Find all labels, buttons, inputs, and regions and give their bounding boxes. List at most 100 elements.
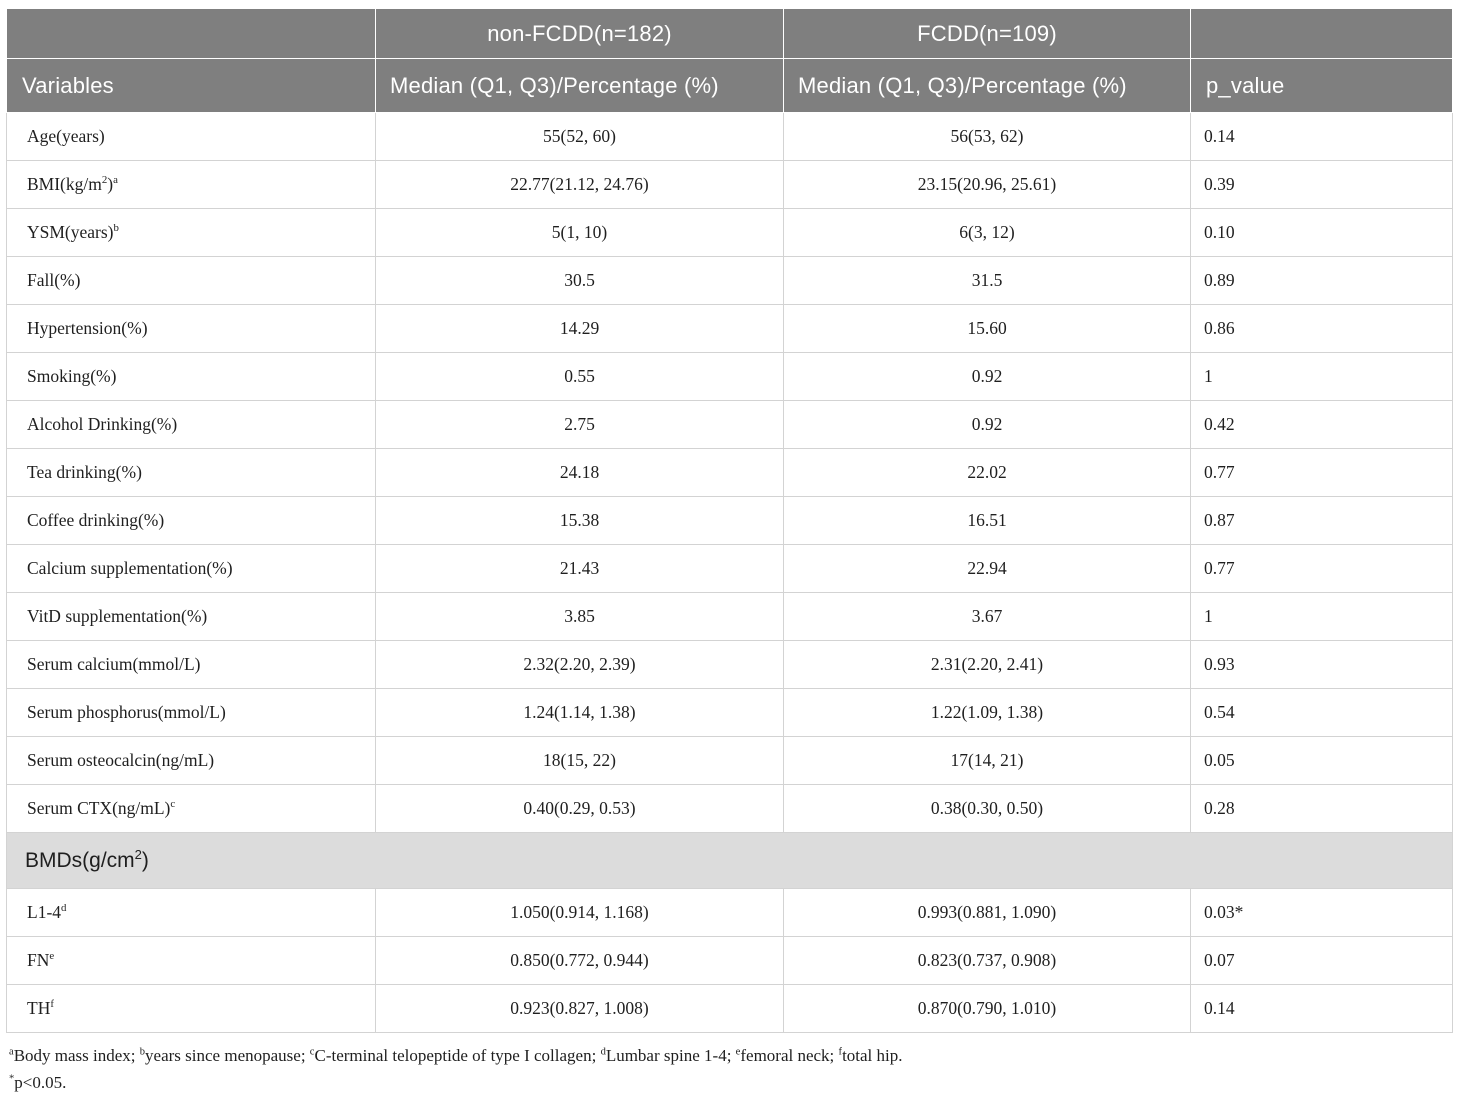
non-fcdd-value: 14.29 [375,304,784,353]
p-value: 0.28 [1190,784,1453,833]
table-row: Calcium supplementation(%) 21.43 22.94 0.77 [6,544,1453,593]
p-value: 1 [1190,352,1453,401]
fcdd-value: 15.60 [783,304,1191,353]
table-row: Serum calcium(mmol/L) 2.32(2.20, 2.39) 2.3… [6,640,1453,689]
non-fcdd-value: 0.40(0.29, 0.53) [375,784,784,833]
non-fcdd-value: 0.55 [375,352,784,401]
table-row: Fall(%) 30.5 31.5 0.89 [6,256,1453,305]
row-label: Coffee drinking(%) [6,496,376,545]
section-row: BMDs(g/cm2) [6,832,1453,889]
non-fcdd-value: 15.38 [375,496,784,545]
non-fcdd-value: 3.85 [375,592,784,641]
table-row: Age(years) 55(52, 60) 56(53, 62) 0.14 [6,112,1453,161]
column-header-row: Variables Median (Q1, Q3)/Percentage (%)… [6,58,1453,113]
p-value: 0.86 [1190,304,1453,353]
p-value: 0.42 [1190,400,1453,449]
non-fcdd-value: 5(1, 10) [375,208,784,257]
table-row: Serum CTX(ng/mL)c 0.40(0.29, 0.53) 0.38(0.… [6,784,1453,833]
row-label: VitD supplementation(%) [6,592,376,641]
table-row: Alcohol Drinking(%) 2.75 0.92 0.42 [6,400,1453,449]
group-header-empty-left [6,8,376,59]
non-fcdd-value: 1.24(1.14, 1.38) [375,688,784,737]
fcdd-value: 22.94 [783,544,1191,593]
table-row: THf 0.923(0.827, 1.008) 0.870(0.790, 1.010… [6,984,1453,1033]
row-label: YSM(years)b [6,208,376,257]
column-header-p-value: p_value [1190,58,1453,113]
table-row: VitD supplementation(%) 3.85 3.67 1 [6,592,1453,641]
row-label: L1-4d [6,888,376,937]
table-row: L1-4d 1.050(0.914, 1.168) 0.993(0.881, 1.0… [6,888,1453,937]
non-fcdd-value: 2.75 [375,400,784,449]
fcdd-value: 3.67 [783,592,1191,641]
fcdd-value: 17(14, 21) [783,736,1191,785]
p-value: 0.77 [1190,448,1453,497]
p-value: 0.54 [1190,688,1453,737]
non-fcdd-value: 22.77(21.12, 24.76) [375,160,784,209]
table-row: FNe 0.850(0.772, 0.944) 0.823(0.737, 0.908… [6,936,1453,985]
section-label: BMDs(g/cm2) [6,832,1453,889]
column-header-fcdd-measure: Median (Q1, Q3)/Percentage (%) [783,58,1191,113]
non-fcdd-value: 1.050(0.914, 1.168) [375,888,784,937]
fcdd-value: 22.02 [783,448,1191,497]
non-fcdd-value: 21.43 [375,544,784,593]
row-label: FNe [6,936,376,985]
footnotes: aBody mass index; byears since menopause… [6,1033,1454,1093]
table-row: Coffee drinking(%) 15.38 16.51 0.87 [6,496,1453,545]
footnote-significance: *p<0.05. [9,1073,67,1092]
non-fcdd-value: 2.32(2.20, 2.39) [375,640,784,689]
fcdd-value: 16.51 [783,496,1191,545]
group-header-non-fcdd: non-FCDD(n=182) [375,8,784,59]
non-fcdd-value: 24.18 [375,448,784,497]
table-body: Age(years) 55(52, 60) 56(53, 62) 0.14 BMI(kg… [6,112,1453,1033]
fcdd-value: 2.31(2.20, 2.41) [783,640,1191,689]
p-value: 0.14 [1190,984,1453,1033]
row-label: Serum calcium(mmol/L) [6,640,376,689]
row-label: Serum osteocalcin(ng/mL) [6,736,376,785]
row-label: THf [6,984,376,1033]
fcdd-value: 0.92 [783,352,1191,401]
fcdd-value: 6(3, 12) [783,208,1191,257]
row-label: Alcohol Drinking(%) [6,400,376,449]
row-label: Serum CTX(ng/mL)c [6,784,376,833]
row-label: Fall(%) [6,256,376,305]
table-row: Hypertension(%) 14.29 15.60 0.86 [6,304,1453,353]
baseline-characteristics-table: non-FCDD(n=182) FCDD(n=109) Variables Me… [6,8,1453,1033]
fcdd-value: 0.870(0.790, 1.010) [783,984,1191,1033]
column-header-variables: Variables [6,58,376,113]
table-row: Smoking(%) 0.55 0.92 1 [6,352,1453,401]
table-row: BMI(kg/m2)a 22.77(21.12, 24.76) 23.15(20.9… [6,160,1453,209]
row-label: Calcium supplementation(%) [6,544,376,593]
group-header-empty-right [1190,8,1453,59]
table-header: non-FCDD(n=182) FCDD(n=109) Variables Me… [6,8,1453,113]
non-fcdd-value: 0.850(0.772, 0.944) [375,936,784,985]
column-header-non-fcdd-measure: Median (Q1, Q3)/Percentage (%) [375,58,784,113]
p-value: 1 [1190,592,1453,641]
fcdd-value: 0.993(0.881, 1.090) [783,888,1191,937]
group-header-fcdd: FCDD(n=109) [783,8,1191,59]
group-header-row: non-FCDD(n=182) FCDD(n=109) [6,8,1453,59]
row-label: Hypertension(%) [6,304,376,353]
non-fcdd-value: 18(15, 22) [375,736,784,785]
footnote-abbreviations: aBody mass index; byears since menopause… [9,1046,903,1065]
p-value: 0.14 [1190,112,1453,161]
table-row: Tea drinking(%) 24.18 22.02 0.77 [6,448,1453,497]
fcdd-value: 0.92 [783,400,1191,449]
p-value: 0.93 [1190,640,1453,689]
p-value: 0.87 [1190,496,1453,545]
non-fcdd-value: 30.5 [375,256,784,305]
p-value: 0.89 [1190,256,1453,305]
p-value: 0.39 [1190,160,1453,209]
non-fcdd-value: 0.923(0.827, 1.008) [375,984,784,1033]
row-label: Smoking(%) [6,352,376,401]
fcdd-value: 56(53, 62) [783,112,1191,161]
p-value: 0.10 [1190,208,1453,257]
fcdd-value: 23.15(20.96, 25.61) [783,160,1191,209]
row-label: Serum phosphorus(mmol/L) [6,688,376,737]
row-label: Tea drinking(%) [6,448,376,497]
p-value: 0.05 [1190,736,1453,785]
p-value: 0.03* [1190,888,1453,937]
fcdd-value: 0.823(0.737, 0.908) [783,936,1191,985]
p-value: 0.77 [1190,544,1453,593]
row-label: BMI(kg/m2)a [6,160,376,209]
